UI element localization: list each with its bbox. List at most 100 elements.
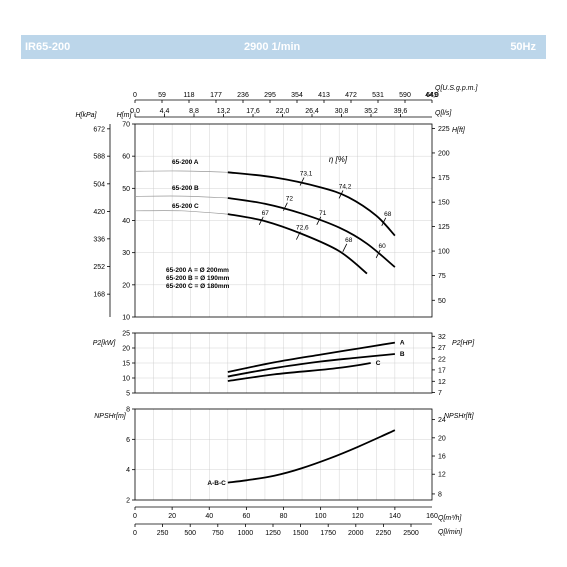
head-curve-c <box>227 213 368 275</box>
ls-tick-label: 13,2 <box>217 108 231 115</box>
power-curve-c <box>227 362 371 382</box>
npsh-ft-tick-label: 24 <box>438 417 446 424</box>
efficiency-label: 60 <box>379 243 387 250</box>
h-ft-tick-label: 150 <box>438 200 450 207</box>
efficiency-label: 74,2 <box>339 183 352 190</box>
usgpm-tick-label: 649 <box>426 92 438 99</box>
impeller-legend-c: 65-200 C = Ø 180mm <box>166 283 230 290</box>
ls-tick-label: 8,8 <box>189 108 199 115</box>
lmin-tick-label: 0 <box>133 530 137 537</box>
efficiency-label: 68 <box>345 237 353 244</box>
power-curve-label: A <box>400 340 405 347</box>
usgpm-tick-label: 531 <box>372 92 384 99</box>
h-m-tick-label: 40 <box>122 218 130 225</box>
efficiency-label: 68 <box>384 211 392 218</box>
h-ft-tick-label: 225 <box>438 126 450 133</box>
m3h-tick-label: 60 <box>242 513 250 520</box>
impeller-legend-b: 65-200 B = Ø 190mm <box>166 275 230 282</box>
efficiency-label: 71 <box>319 210 327 217</box>
lmin-tick-label: 1000 <box>238 530 254 537</box>
efficiency-mark <box>338 190 344 199</box>
p2-hp-tick-label: 22 <box>438 356 446 363</box>
npsh-m-tick-label: 6 <box>126 437 130 444</box>
h-ft-tick-label: 75 <box>438 273 446 280</box>
npsh-m-tick-label: 2 <box>126 498 130 505</box>
power-curve-a <box>227 341 396 373</box>
ls-tick-label: 0,0 <box>130 108 140 115</box>
lmin-tick-label: 1250 <box>265 530 281 537</box>
npsh-ft-tick-label: 12 <box>438 472 446 479</box>
p2-kw-tick-label: 10 <box>122 376 130 383</box>
npsh-m-tick-label: 4 <box>126 467 130 474</box>
impeller-legend-a: 65-200 A = Ø 200mm <box>166 267 229 274</box>
p2-kw-tick-label: 20 <box>122 346 130 353</box>
h-kpa-tick-label: 420 <box>93 209 105 216</box>
ls-tick-label: 30,8 <box>335 108 349 115</box>
h-ft-axis-title: H[ft] <box>452 127 466 134</box>
lmin-tick-label: 750 <box>212 530 224 537</box>
usgpm-tick-label: 118 <box>183 92 194 99</box>
efficiency-axis-title: η [%] <box>329 155 348 164</box>
usgpm-tick-label: 236 <box>237 92 249 99</box>
efficiency-mark <box>316 216 322 226</box>
frequency-title: 50Hz <box>510 41 536 53</box>
h-m-axis-title: H[m] <box>117 112 133 119</box>
lmin-tick-label: 2500 <box>403 530 419 537</box>
m3h-tick-label: 0 <box>133 513 137 520</box>
usgpm-axis-title: Q[U.S.g.p.m.] <box>435 85 478 92</box>
efficiency-mark <box>295 231 301 240</box>
ls-tick-label: 22,0 <box>276 108 290 115</box>
efficiency-mark <box>375 249 381 259</box>
lmin-tick-label: 2250 <box>376 530 392 537</box>
p2-kw-axis-title: P2[kW] <box>93 340 117 347</box>
h-kpa-tick-label: 588 <box>93 154 105 161</box>
efficiency-mark <box>299 177 305 186</box>
m3h-tick-label: 80 <box>280 513 288 520</box>
head-curve-a <box>227 171 396 237</box>
h-kpa-tick-label: 168 <box>93 292 105 299</box>
p2-hp-tick-label: 12 <box>438 379 446 386</box>
head-curve-label: 65-200 A <box>172 159 199 166</box>
ls-tick-label: 39,6 <box>394 108 408 115</box>
head-curve-start-b <box>134 195 228 199</box>
lmin-tick-label: 1500 <box>293 530 309 537</box>
m3h-axis-end-label: 160 <box>426 513 438 520</box>
p2-kw-tick-label: 25 <box>122 331 130 338</box>
p2-hp-tick-label: 17 <box>438 367 446 374</box>
npsh-m-axis-title: NPSHr[m] <box>94 413 127 420</box>
power-frame <box>134 332 433 394</box>
model-title: IR65-200 <box>25 41 71 53</box>
m3h-tick-label: 40 <box>205 513 213 520</box>
lmin-axis-title: Q[l/min] <box>438 529 463 536</box>
head-curve-start-c <box>134 210 228 215</box>
usgpm-tick-label: 0 <box>133 92 137 99</box>
power-curve-label: B <box>400 351 405 358</box>
usgpm-tick-label: 472 <box>345 92 357 99</box>
npsh-m-tick-label: 8 <box>126 407 130 414</box>
power-curve-label: C <box>376 360 381 367</box>
h-kpa-tick-label: 252 <box>93 264 105 271</box>
m3h-tick-label: 120 <box>352 513 364 520</box>
p2-hp-axis-title: P2[HP] <box>452 340 475 347</box>
h-kpa-tick-label: 672 <box>93 126 105 133</box>
lmin-tick-label: 250 <box>157 530 169 537</box>
npsh-frame <box>134 408 433 501</box>
h-m-tick-label: 70 <box>122 122 130 129</box>
p2-kw-tick-label: 15 <box>122 361 130 368</box>
p2-hp-tick-label: 7 <box>438 390 442 397</box>
lmin-tick-label: 2000 <box>348 530 364 537</box>
power-curve-b <box>227 353 395 378</box>
efficiency-label: 72,6 <box>296 225 309 232</box>
usgpm-tick-label: 59 <box>158 92 166 99</box>
head-curve-label: 65-200 C <box>172 203 199 210</box>
h-m-tick-label: 10 <box>122 315 130 322</box>
m3h-tick-label: 20 <box>168 513 176 520</box>
h-kpa-tick-label: 336 <box>93 236 105 243</box>
lmin-tick-label: 1750 <box>320 530 336 537</box>
h-m-tick-label: 30 <box>122 250 130 257</box>
h-ft-tick-label: 175 <box>438 175 450 182</box>
ls-tick-label: 17,6 <box>246 108 260 115</box>
h-m-tick-label: 50 <box>122 186 130 193</box>
h-m-tick-label: 60 <box>122 154 130 161</box>
